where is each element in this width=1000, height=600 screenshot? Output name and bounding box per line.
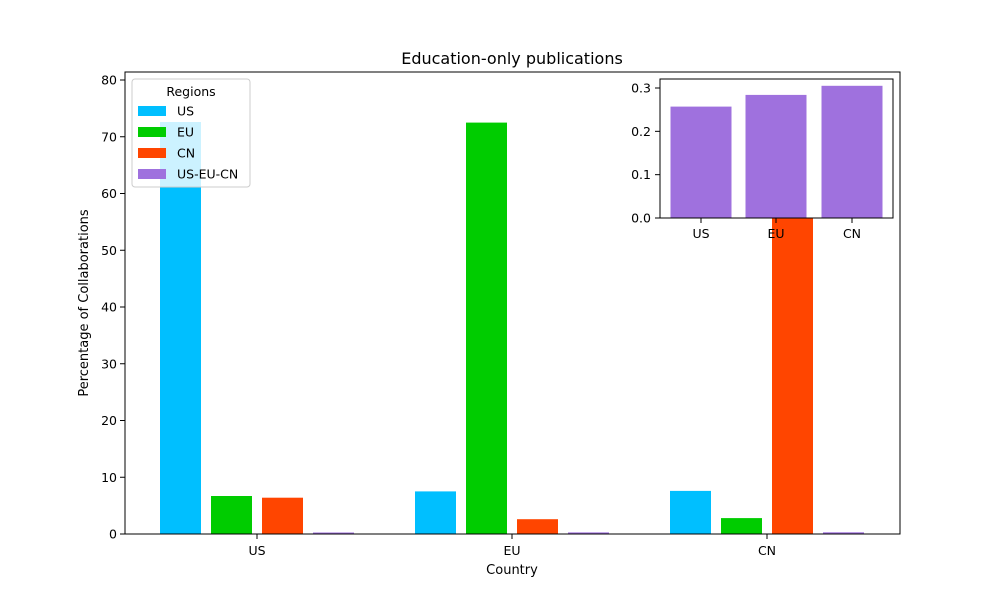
legend-swatch-us [138, 106, 166, 116]
legend-swatch-eu [138, 127, 166, 137]
inset-y-axis: 0.0 0.1 0.2 0.3 [631, 81, 660, 226]
inset-x-tick-label-cn: CN [843, 226, 861, 241]
y-tick-label: 60 [101, 186, 117, 201]
inset-bar-us [670, 106, 732, 218]
bar-cn-eu [517, 519, 558, 534]
x-axis-title: Country [486, 563, 538, 578]
legend-swatch-us-eu-cn [138, 169, 166, 179]
inset-bar-cn [821, 85, 883, 218]
inset-bar-eu [745, 94, 807, 218]
bar-eu-us [211, 496, 252, 534]
x-tick-label-eu: EU [503, 543, 520, 558]
main-y-axis: 0 10 20 30 40 50 60 70 80 [101, 73, 125, 542]
inset-plot-area: 0.0 0.1 0.2 0.3 US EU CN [631, 78, 894, 241]
x-tick-label-cn: CN [758, 543, 776, 558]
inset-x-tick-label-eu: EU [767, 226, 784, 241]
inset-y-tick-label: 0.0 [631, 211, 651, 226]
legend: Regions US EU CN US-EU-CN [131, 78, 251, 188]
legend-label-cn: CN [177, 146, 195, 161]
bar-us-cn [670, 490, 711, 534]
bar-us-eu-cn-us [313, 532, 354, 534]
main-x-axis: US EU CN [248, 534, 776, 558]
bar-cn-us [262, 497, 303, 534]
y-tick-label: 30 [101, 356, 117, 371]
legend-label-us-eu-cn: US-EU-CN [177, 167, 238, 182]
y-tick-label: 80 [101, 73, 117, 88]
legend-swatch-cn [138, 148, 166, 158]
y-tick-label: 40 [101, 300, 117, 315]
bar-us-eu-cn-eu [568, 532, 609, 534]
bar-us-eu [415, 491, 456, 534]
inset-x-tick-label-us: US [692, 226, 709, 241]
inset-x-axis: US EU CN [692, 218, 861, 241]
legend-title: Regions [166, 84, 215, 99]
bar-eu-cn [721, 518, 762, 534]
y-tick-label: 20 [101, 413, 117, 428]
legend-label-eu: EU [177, 125, 194, 140]
y-tick-label: 0 [109, 527, 117, 542]
bar-us-eu-cn-cn [823, 532, 864, 534]
x-tick-label-us: US [248, 543, 265, 558]
legend-items: US EU CN US-EU-CN [138, 104, 238, 182]
inset-bars-group [670, 85, 883, 218]
y-axis-title: Percentage of Collaborations [77, 209, 92, 397]
y-tick-label: 50 [101, 243, 117, 258]
bar-us-us [160, 122, 201, 534]
inset-y-tick-label: 0.3 [631, 81, 651, 96]
y-tick-label: 70 [101, 129, 117, 144]
inset-y-tick-label: 0.1 [631, 167, 651, 182]
bar-eu-eu [466, 122, 507, 534]
legend-label-us: US [177, 104, 194, 119]
y-tick-label: 10 [101, 470, 117, 485]
chart-title: Education-only publications [401, 49, 623, 68]
inset-y-tick-label: 0.2 [631, 124, 651, 139]
